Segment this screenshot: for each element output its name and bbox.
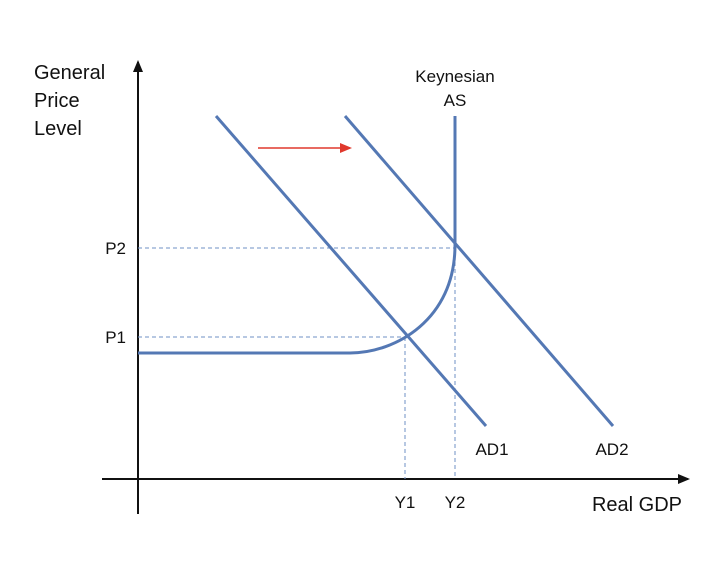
- ad1-curve: [214, 115, 488, 427]
- as-label-line-1: Keynesian: [415, 67, 494, 86]
- y-axis-title-line-2: Price: [34, 90, 80, 112]
- as-label-line-2: AS: [444, 91, 467, 110]
- x-axis-title: Real GDP: [592, 494, 682, 516]
- ad2-label: AD2: [595, 440, 628, 459]
- ad2-curve: [343, 115, 615, 427]
- y2-label: Y2: [445, 493, 466, 512]
- y-axis-title-line-3: Level: [34, 118, 82, 140]
- keynesian-as-curve: [138, 116, 457, 355]
- ad1-label: AD1: [475, 440, 508, 459]
- y-axis-title-line-1: General: [34, 62, 105, 84]
- p1-label: P1: [105, 328, 126, 347]
- y1-label: Y1: [395, 493, 416, 512]
- p2-label: P2: [105, 239, 126, 258]
